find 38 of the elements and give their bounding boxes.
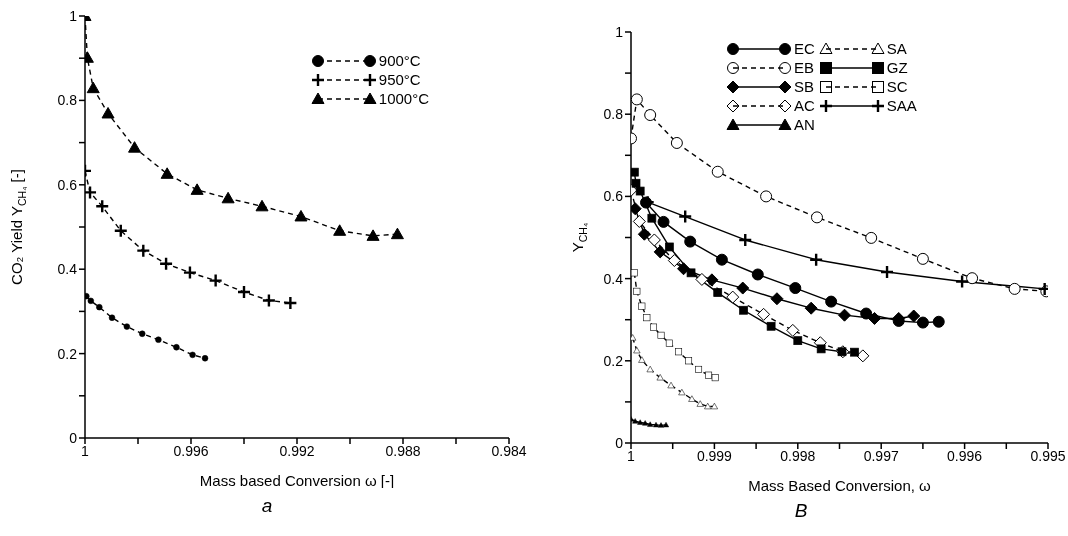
text: B	[793, 499, 809, 523]
y-tick-label: 0.6	[57, 176, 78, 193]
legend-label: AN	[794, 116, 815, 133]
x-tick-label: 0.996	[947, 447, 983, 464]
x-tick-label: 0.999	[696, 447, 733, 464]
legend-label: AC	[794, 97, 815, 114]
legend-label: SB	[794, 78, 815, 95]
y-tick-label: 0	[615, 434, 624, 451]
legend-label: SAA	[886, 97, 917, 114]
legend-label: 1000°C	[378, 90, 429, 107]
y-tick-label: 0.8	[57, 92, 78, 109]
x-tick-label: 0.984	[491, 442, 527, 459]
legend-label: EC	[794, 40, 815, 57]
legend-label: GZ	[886, 59, 908, 76]
x-tick-label: 1	[627, 447, 636, 464]
x-tick-label: 0.995	[1030, 447, 1066, 464]
legend-label: SC	[886, 78, 908, 95]
y-tick-label: 0.8	[603, 106, 624, 123]
y-tick-label: 1	[615, 23, 624, 40]
y-tick-label: 0.2	[603, 352, 624, 369]
x-tick-label: 0.998	[780, 447, 816, 464]
y-tick-label: 0.6	[603, 188, 624, 205]
y-tick-label: 1	[69, 7, 78, 24]
legend-label: EB	[794, 59, 815, 76]
x-tick-label: 0.996	[173, 442, 209, 459]
y-tick-label: 0.2	[57, 345, 78, 362]
x-tick-label: 0.992	[279, 442, 315, 459]
y-tick-label: 0.4	[603, 270, 624, 287]
legend-label: 900°C	[378, 52, 421, 69]
x-tick-label: 0.997	[863, 447, 899, 464]
x-tick-label: 0.988	[385, 442, 421, 459]
y-tick-label: 0.4	[57, 261, 78, 278]
text: a	[260, 494, 274, 518]
x-tick-label: 1	[81, 442, 90, 459]
y-tick-label: 0	[69, 429, 78, 446]
x-axis-title: Mass Based Conversion, ω	[748, 477, 932, 494]
legend-label: SA	[886, 40, 907, 57]
legend-label: 950°C	[378, 71, 421, 88]
